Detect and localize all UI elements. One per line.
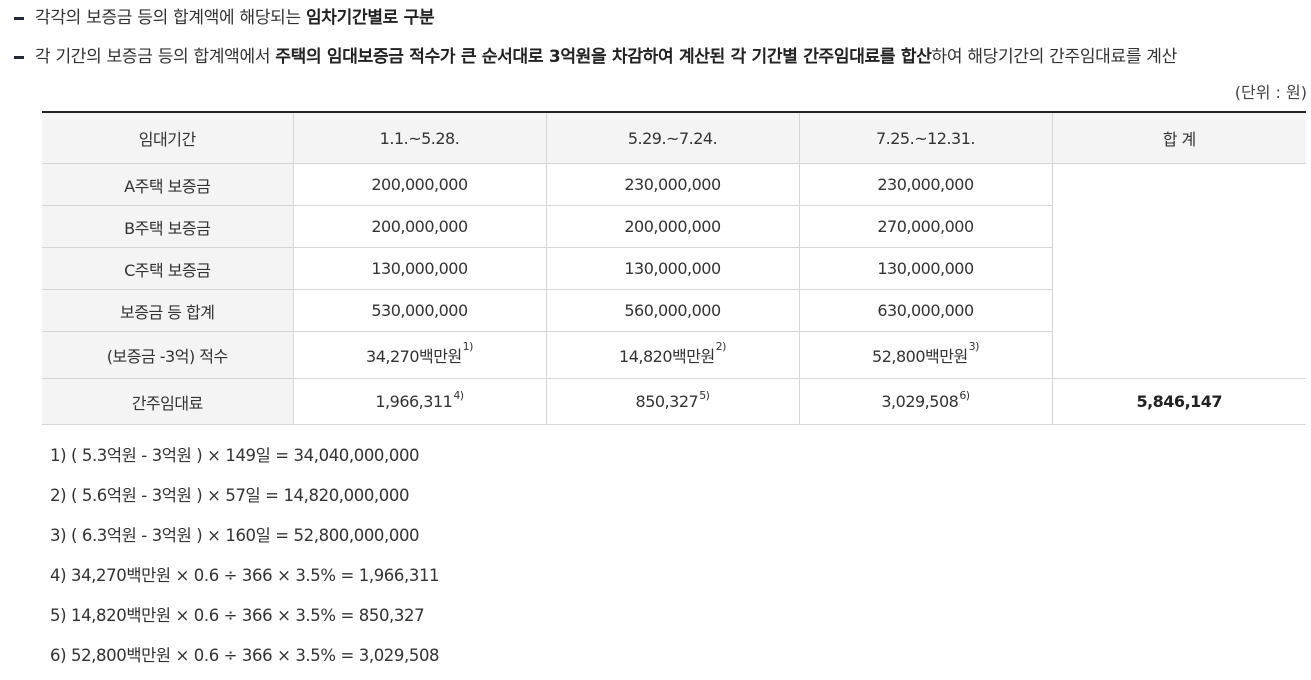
table-cell: 230,000,000: [546, 163, 800, 206]
table-cell: 34,270백만원1): [293, 331, 547, 379]
bullet-bold-text: 임차기간별로 구분: [305, 8, 435, 28]
bullet-text: 각 기간의 보증금 등의 합계액에서 주택의 임대보증금 적수가 큰 순서대로 …: [35, 44, 1240, 71]
footnote-marker: 2): [715, 340, 727, 353]
header-cell: 7.25.~12.31.: [799, 112, 1053, 164]
row-label: B주택 보증금: [42, 205, 294, 248]
bullet-item-2: 각 기간의 보증금 등의 합계액에서 주택의 임대보증금 적수가 큰 순서대로 …: [10, 44, 1240, 71]
footnote-marker: 1): [462, 340, 474, 353]
bullet-text: 각각의 보증금 등의 합계액에 해당되는 임차기간별로 구분: [35, 5, 435, 32]
bullet-item-1: 각각의 보증금 등의 합계액에 해당되는 임차기간별로 구분: [10, 5, 435, 32]
table-header-row: 임대기간 1.1.~5.28. 5.29.~7.24. 7.25.~12.31.…: [42, 112, 1306, 164]
table-row: B주택 보증금 200,000,000 200,000,000 270,000,…: [42, 205, 1306, 248]
bullet-plain-text: 각각의 보증금 등의 합계액에 해당되는: [35, 8, 306, 28]
table-cell: 14,820백만원2): [546, 331, 800, 379]
header-cell: 임대기간: [42, 112, 294, 164]
table-row: 보증금 등 합계 530,000,000 560,000,000 630,000…: [42, 289, 1306, 332]
row-label: (보증금 -3억) 적수: [42, 331, 294, 379]
table-cell: 130,000,000: [546, 247, 800, 290]
table-cell: 200,000,000: [293, 205, 547, 248]
total-cell: 5,846,147: [1052, 378, 1306, 425]
table-cell: 1,966,3114): [293, 378, 547, 425]
footnote-marker: 4): [453, 389, 464, 402]
table-cell: 270,000,000: [799, 205, 1053, 248]
table-cell: 530,000,000: [293, 289, 547, 332]
table-cell: 630,000,000: [799, 289, 1053, 332]
header-cell: 합 계: [1052, 112, 1306, 164]
table-row: (보증금 -3억) 적수 34,270백만원1) 14,820백만원2) 52,…: [42, 331, 1306, 379]
row-label: C주택 보증금: [42, 247, 294, 290]
table-cell: 3,029,5086): [799, 378, 1053, 425]
bullet-bold-text: 주택의 임대보증금 적수가 큰 순서대로 3억원을 차감하여 계산된 각 기간별…: [275, 47, 932, 67]
table-cell: 850,3275): [546, 378, 800, 425]
bullet-dash-icon: [14, 56, 24, 59]
table-cell: 230,000,000: [799, 163, 1053, 206]
table-footer-row: 간주임대료 1,966,3114) 850,3275) 3,029,5086) …: [42, 378, 1306, 425]
footnote-item: 5) 14,820백만원 × 0.6 ÷ 366 × 3.5% = 850,32…: [50, 606, 425, 625]
table-cell: 52,800백만원3): [799, 331, 1053, 379]
bullet-dash-icon: [14, 17, 24, 20]
table-row: C주택 보증금 130,000,000 130,000,000 130,000,…: [42, 247, 1306, 290]
footnote-marker: 5): [699, 389, 710, 402]
footnote-item: 6) 52,800백만원 × 0.6 ÷ 366 × 3.5% = 3,029,…: [50, 646, 440, 665]
row-label: 보증금 등 합계: [42, 289, 294, 332]
bullet-plain-text: 각 기간의 보증금 등의 합계액에서: [35, 47, 276, 67]
empty-sum-cell: [1052, 163, 1306, 379]
unit-label: (단위 : 원): [1234, 83, 1307, 102]
footnote-item: 1) ( 5.3억원 - 3억원 ) × 149일 = 34,040,000,0…: [50, 446, 420, 465]
footnote-marker: 3): [968, 340, 980, 353]
header-cell: 5.29.~7.24.: [546, 112, 800, 164]
footnotes: 1) ( 5.3억원 - 3억원 ) × 149일 = 34,040,000,0…: [50, 440, 440, 680]
footnote-item: 3) ( 6.3억원 - 3억원 ) × 160일 = 52,800,000,0…: [50, 526, 420, 545]
rental-deposit-table: 임대기간 1.1.~5.28. 5.29.~7.24. 7.25.~12.31.…: [42, 111, 1306, 425]
row-label: A주택 보증금: [42, 163, 294, 206]
table-cell: 130,000,000: [799, 247, 1053, 290]
bullet-plain-text: 하여 해당기간의 간주임대료를 계산: [931, 47, 1178, 67]
table-cell: 200,000,000: [293, 163, 547, 206]
table-row: A주택 보증금 200,000,000 230,000,000 230,000,…: [42, 163, 1306, 379]
footnote-marker: 6): [959, 389, 970, 402]
table-cell: 130,000,000: [293, 247, 547, 290]
table-cell: 200,000,000: [546, 205, 800, 248]
footnote-item: 4) 34,270백만원 × 0.6 ÷ 366 × 3.5% = 1,966,…: [50, 566, 440, 585]
header-cell: 1.1.~5.28.: [293, 112, 547, 164]
footnote-item: 2) ( 5.6억원 - 3억원 ) × 57일 = 14,820,000,00…: [50, 486, 410, 505]
table-cell: 560,000,000: [546, 289, 800, 332]
row-label: 간주임대료: [42, 378, 294, 425]
